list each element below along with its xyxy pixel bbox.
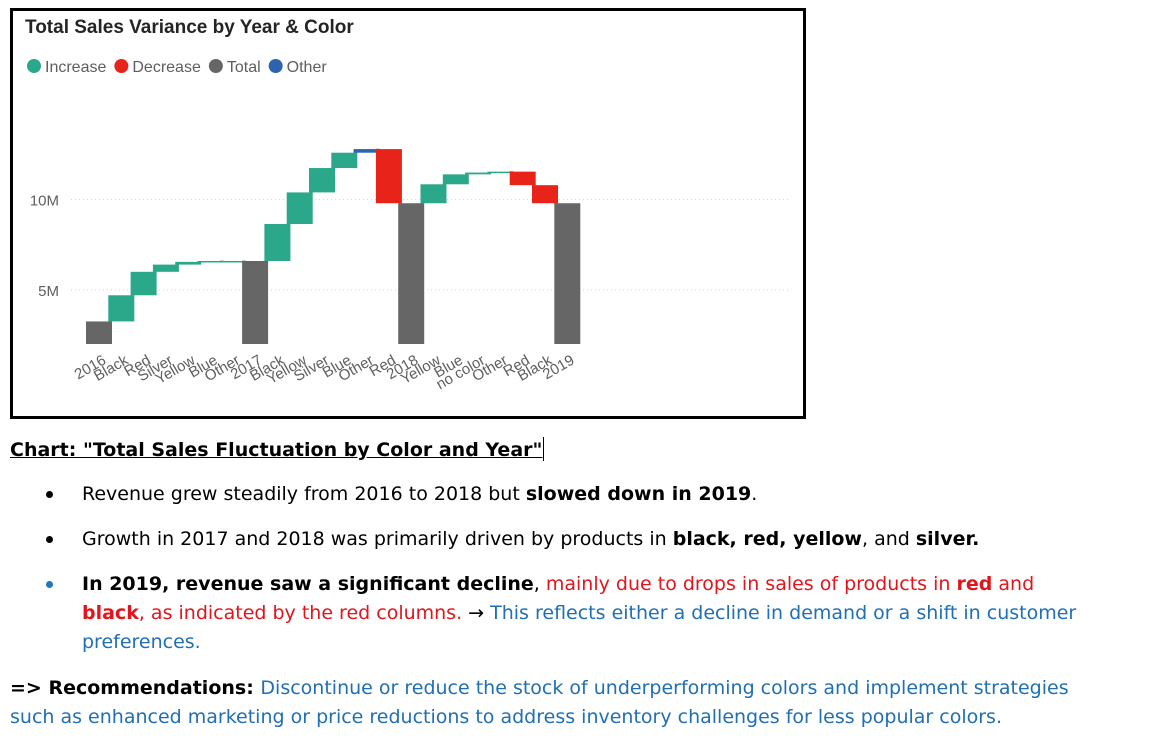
bar-increase	[420, 184, 447, 204]
recommendation: => Recommendations: Discontinue or reduc…	[10, 674, 1110, 732]
bar-decrease	[375, 149, 402, 204]
chart-bars	[86, 149, 581, 344]
bar-increase	[465, 172, 492, 175]
legend-label: Total	[227, 59, 261, 76]
insight-list: Revenue grew steadily from 2016 to 2018 …	[0, 480, 1150, 673]
bar-other	[353, 149, 380, 153]
text-cursor	[543, 437, 545, 461]
legend-marker	[114, 59, 129, 73]
insight-item: Growth in 2017 and 2018 was primarily dr…	[0, 525, 1082, 554]
bar-total	[554, 203, 581, 344]
recommendation-label: => Recommendations:	[10, 677, 261, 699]
bar-decrease	[509, 171, 536, 186]
bar-increase	[264, 223, 291, 261]
legend-marker	[208, 59, 223, 73]
legend-label: Decrease	[132, 59, 201, 76]
bar-increase	[309, 168, 335, 193]
legend-label: Other	[287, 59, 328, 76]
waterfall-chart: Total Sales Variance by Year & Color Inc…	[10, 8, 806, 419]
bar-total	[398, 203, 425, 344]
legend-marker	[268, 59, 283, 73]
chart-gridlines	[71, 199, 791, 291]
arrow-right-icon: →	[468, 602, 485, 624]
y-tick-label: 5M	[38, 283, 59, 300]
recommendation-text: Discontinue or reduce the stock of under…	[10, 677, 1069, 728]
chart-legend: Increase Decrease Total Other	[27, 59, 327, 76]
bar-increase	[487, 171, 514, 174]
bar-increase	[108, 295, 135, 322]
bar-decrease	[532, 185, 558, 204]
bar-total	[86, 321, 112, 344]
chart-title: Total Sales Variance by Year & Color	[25, 17, 354, 38]
legend-label: Increase	[45, 59, 106, 76]
bullet-dot-icon	[46, 536, 53, 543]
x-axis: 2016BlackRedSilverYellowBlueOther2017Bla…	[72, 351, 578, 393]
insight-item: Revenue grew steadily from 2016 to 2018 …	[0, 480, 1082, 509]
chart-caption: Chart: "Total Sales Fluctuation by Color…	[10, 437, 545, 461]
bar-increase	[442, 174, 469, 185]
legend-marker	[27, 59, 41, 73]
bar-increase	[331, 152, 358, 169]
y-tick-label: 10M	[30, 193, 59, 210]
chart-caption-text: Chart: "Total Sales Fluctuation by Color…	[10, 439, 543, 461]
bullet-dot-icon	[46, 491, 53, 498]
chart-canvas: Total Sales Variance by Year & Color Inc…	[25, 17, 791, 393]
bar-increase	[197, 260, 224, 263]
bar-increase	[130, 271, 157, 296]
insight-item: In 2019, revenue saw a significant decli…	[0, 570, 1082, 657]
y-axis: 10M 5M	[30, 193, 59, 300]
bar-increase	[175, 261, 202, 265]
bar-increase	[152, 264, 179, 272]
bullet-dot-icon	[46, 581, 53, 588]
bar-increase	[219, 260, 246, 263]
bar-increase	[286, 192, 313, 224]
bar-total	[242, 260, 269, 344]
